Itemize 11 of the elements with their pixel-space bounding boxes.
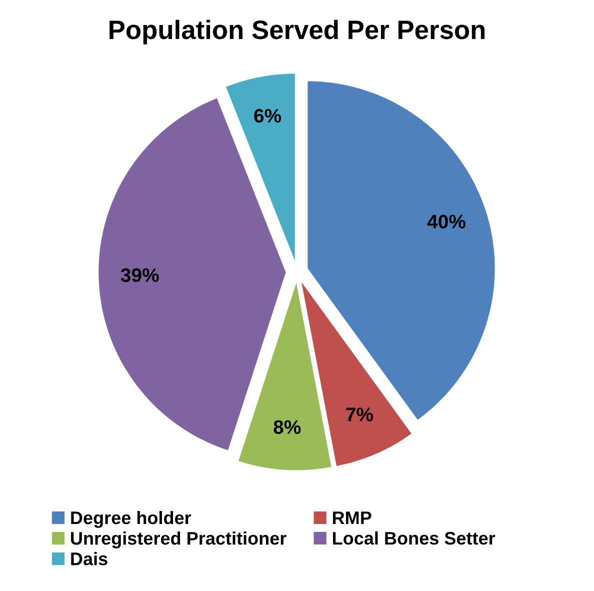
data-label: 8% [274,420,301,434]
data-label: 39% [120,268,159,282]
data-label: 6% [254,108,282,123]
data-label: 7% [346,408,373,422]
legend-label: Unregistered Practitioner [71,531,286,548]
data-label: 40% [427,214,466,228]
legend-label: RMP [333,512,372,524]
legend-label: Local Bones Setter [333,531,496,545]
chart-title: Population Served Per Person [110,20,485,44]
legend-label: Degree holder [71,510,192,528]
legend-label: Dais [71,552,108,566]
